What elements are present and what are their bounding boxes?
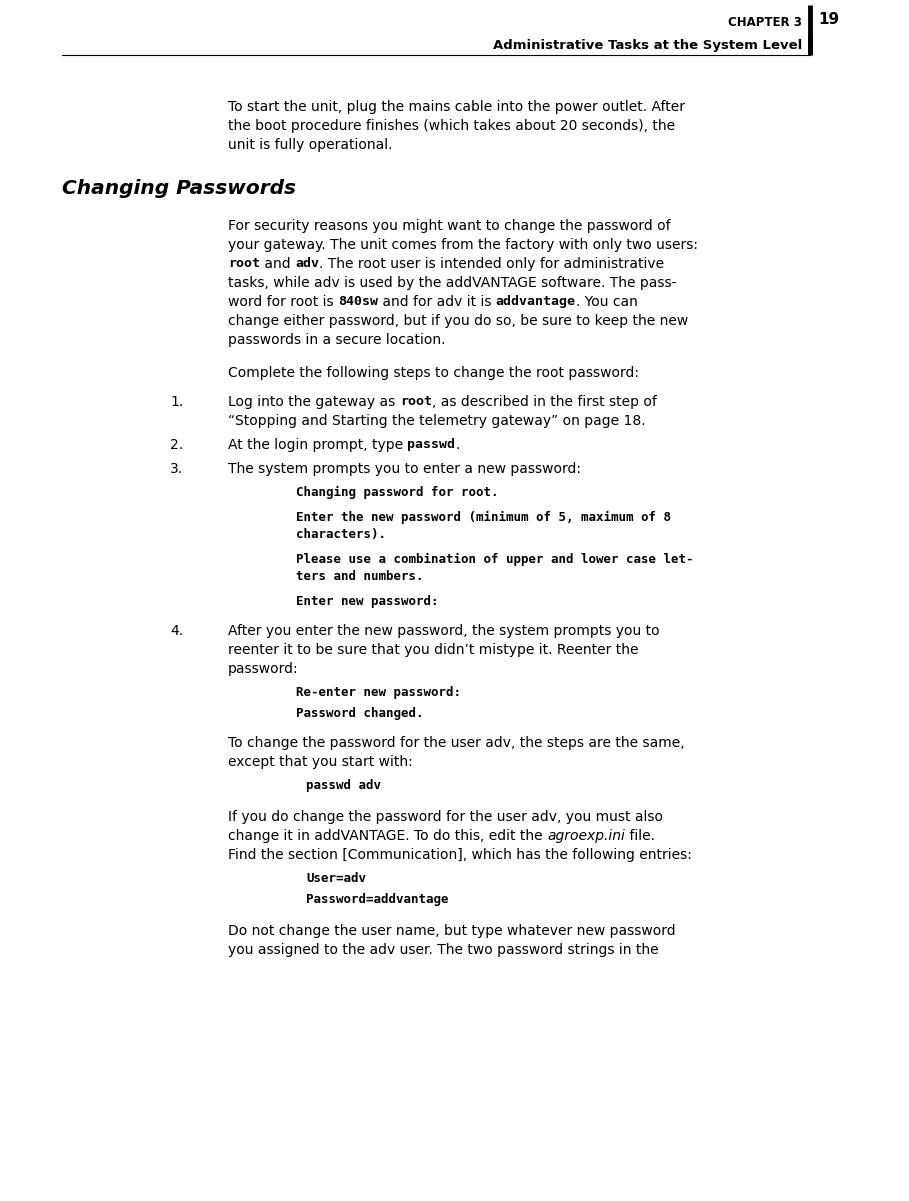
Text: Password=addvantage: Password=addvantage (306, 894, 448, 906)
Text: At the login prompt, type: At the login prompt, type (228, 438, 407, 452)
Text: . The root user is intended only for administrative: . The root user is intended only for adm… (319, 257, 664, 271)
Text: User=adv: User=adv (306, 872, 366, 885)
Text: passwd: passwd (407, 438, 455, 452)
Text: If you do change the password for the user adv, you must also: If you do change the password for the us… (228, 809, 663, 824)
Text: reenter it to be sure that you didn’t mistype it. Reenter the: reenter it to be sure that you didn’t mi… (228, 643, 638, 657)
Text: Password changed.: Password changed. (296, 707, 424, 721)
Text: agroexp.ini: agroexp.ini (547, 829, 624, 843)
Text: , as described in the first step of: , as described in the first step of (432, 395, 656, 410)
Text: 2.: 2. (170, 438, 183, 452)
Text: To change the password for the user adv, the steps are the same,: To change the password for the user adv,… (228, 736, 684, 749)
Text: Find the section [Communication], which has the following entries:: Find the section [Communication], which … (228, 848, 692, 862)
Text: Changing password for root.: Changing password for root. (296, 486, 498, 500)
Text: ters and numbers.: ters and numbers. (296, 570, 424, 582)
Text: Enter the new password (minimum of 5, maximum of 8: Enter the new password (minimum of 5, ma… (296, 510, 671, 524)
Text: you assigned to the adv user. The two password strings in the: you assigned to the adv user. The two pa… (228, 943, 659, 957)
Text: change it in addVANTAGE. To do this, edit the: change it in addVANTAGE. To do this, edi… (228, 829, 547, 843)
Text: 4.: 4. (170, 625, 183, 638)
Text: root: root (228, 257, 260, 270)
Text: .: . (455, 438, 460, 452)
Text: passwd adv: passwd adv (306, 779, 381, 791)
Text: unit is fully operational.: unit is fully operational. (228, 138, 393, 153)
Text: Changing Passwords: Changing Passwords (62, 179, 296, 198)
Text: file.: file. (624, 829, 654, 843)
Text: “Stopping and Starting the telemetry gateway” on page 18.: “Stopping and Starting the telemetry gat… (228, 414, 645, 428)
Text: 19: 19 (818, 12, 839, 28)
Text: and: and (260, 257, 295, 271)
Text: After you enter the new password, the system prompts you to: After you enter the new password, the sy… (228, 625, 660, 638)
Text: Complete the following steps to change the root password:: Complete the following steps to change t… (228, 366, 639, 380)
Text: except that you start with:: except that you start with: (228, 755, 413, 769)
Text: change either password, but if you do so, be sure to keep the new: change either password, but if you do so… (228, 313, 688, 328)
Text: root: root (400, 395, 432, 408)
Text: password:: password: (228, 662, 299, 676)
Text: passwords in a secure location.: passwords in a secure location. (228, 333, 445, 347)
Text: tasks, while adv is used by the addVANTAGE software. The pass-: tasks, while adv is used by the addVANTA… (228, 276, 676, 289)
Text: the boot procedure finishes (which takes about 20 seconds), the: the boot procedure finishes (which takes… (228, 119, 675, 133)
Text: Enter new password:: Enter new password: (296, 594, 438, 608)
Text: Do not change the user name, but type whatever new password: Do not change the user name, but type wh… (228, 924, 675, 938)
Text: addvantage: addvantage (496, 295, 576, 307)
Text: and for adv it is: and for adv it is (378, 295, 496, 309)
Text: word for root is: word for root is (228, 295, 338, 309)
Text: CHAPTER 3: CHAPTER 3 (728, 16, 802, 29)
Text: 3.: 3. (170, 462, 183, 476)
Text: Administrative Tasks at the System Level: Administrative Tasks at the System Level (493, 38, 802, 52)
Text: To start the unit, plug the mains cable into the power outlet. After: To start the unit, plug the mains cable … (228, 100, 685, 114)
Text: 840sw: 840sw (338, 295, 378, 307)
Text: For security reasons you might want to change the password of: For security reasons you might want to c… (228, 219, 671, 233)
Text: characters).: characters). (296, 528, 386, 540)
Text: your gateway. The unit comes from the factory with only two users:: your gateway. The unit comes from the fa… (228, 238, 698, 252)
Text: Re-enter new password:: Re-enter new password: (296, 686, 461, 699)
Text: . You can: . You can (576, 295, 638, 309)
Text: Log into the gateway as: Log into the gateway as (228, 395, 400, 410)
Text: adv: adv (295, 257, 319, 270)
Text: 1.: 1. (170, 395, 184, 410)
Text: The system prompts you to enter a new password:: The system prompts you to enter a new pa… (228, 462, 581, 476)
Text: Please use a combination of upper and lower case let-: Please use a combination of upper and lo… (296, 552, 694, 566)
